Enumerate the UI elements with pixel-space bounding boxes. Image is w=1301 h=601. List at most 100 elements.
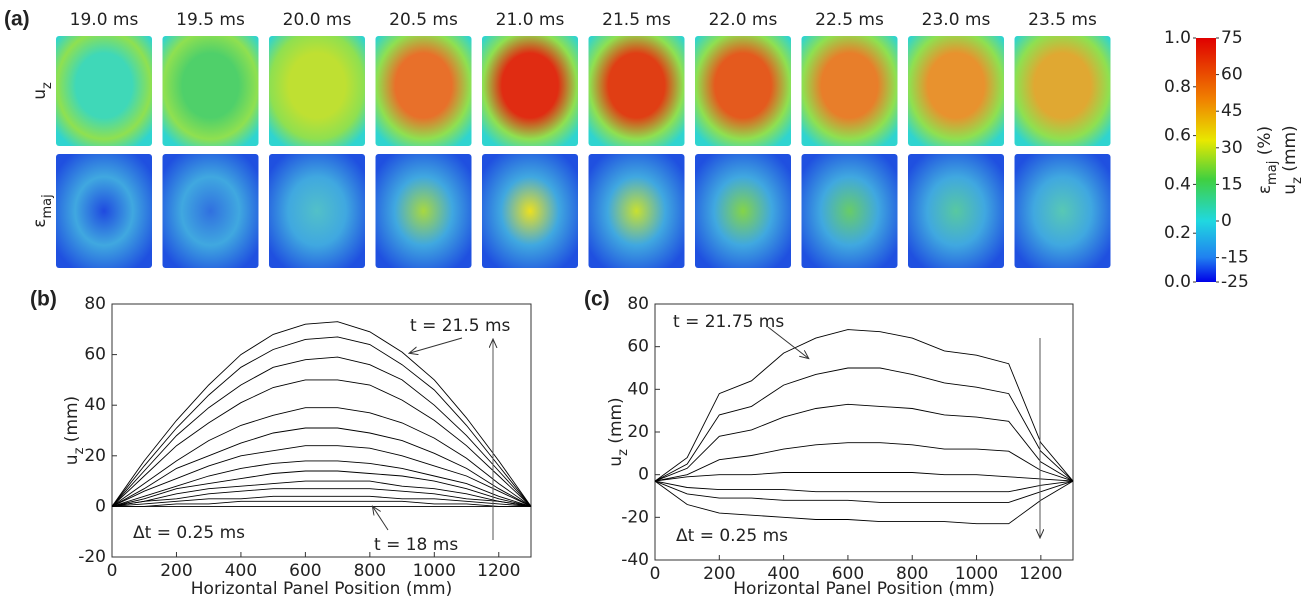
panel-label: (c): [584, 288, 610, 311]
curve: [654, 442, 1074, 482]
frame-image: [482, 154, 578, 268]
y-tick-label: 0: [95, 496, 106, 516]
frame-image: [908, 36, 1004, 146]
y-axis-label-sub: z: [72, 447, 87, 454]
colorbar-right-tick-label: 75: [1221, 28, 1243, 48]
x-tick-label: 1200: [477, 561, 520, 581]
curve: [111, 445, 532, 507]
colorbar-left-tick-label: 1.0: [1164, 28, 1191, 48]
colorbar-left-tick-label: 0.8: [1164, 77, 1191, 97]
colorbar-label-rest: (%): [1255, 126, 1275, 161]
row-label: uz: [30, 82, 55, 100]
y-tick-label: 60: [627, 337, 649, 357]
y-tick-label: 0: [638, 465, 649, 485]
colorbar-right-tick-label: -15: [1221, 248, 1249, 268]
frame-image: [375, 36, 472, 146]
curve: [111, 336, 532, 507]
curve: [111, 356, 532, 507]
colorbar-left-tick-label: 0.0: [1164, 272, 1191, 292]
y-tick-label: 40: [627, 379, 649, 399]
panel-label: (a): [4, 8, 30, 31]
y-axis-label: uz (mm): [62, 396, 87, 465]
frame-image: [269, 154, 365, 268]
frame-title: 22.5 ms: [815, 10, 884, 30]
frame-image: [908, 154, 1004, 268]
colorbar-left-tick-label: 0.6: [1164, 126, 1191, 146]
x-tick-label: 0: [107, 561, 118, 581]
curve: [654, 403, 1074, 482]
annotation: Δt = 0.25 ms: [133, 523, 245, 543]
curve: [654, 472, 1074, 482]
frame-title: 23.5 ms: [1028, 10, 1097, 30]
plot-frame: [111, 303, 532, 558]
x-tick-label: 600: [289, 561, 321, 581]
frame-image: [1014, 36, 1111, 146]
frame-image: [695, 36, 791, 146]
frame-image: [162, 36, 259, 146]
colorbar-left-tick-label: 0.4: [1164, 174, 1191, 194]
y-tick-label: 40: [84, 395, 106, 415]
annotation-arrow: [373, 507, 389, 531]
x-axis-label: Horizontal Panel Position (mm): [733, 579, 994, 599]
colorbar-right-tick-label: 45: [1221, 101, 1243, 121]
y-axis-label-rest: (mm): [62, 396, 82, 448]
y-tick-label: -20: [78, 547, 106, 567]
curve: [654, 480, 1074, 493]
curve: [111, 427, 532, 507]
colorbar-label: εmaj (%): [1255, 126, 1280, 194]
curve: [111, 407, 532, 507]
x-tick-label: 400: [225, 561, 257, 581]
curve: [111, 470, 532, 507]
annotation: t = 21.5 ms: [410, 316, 511, 336]
y-tick-label: 80: [627, 294, 649, 314]
x-tick-label: 200: [703, 564, 735, 584]
x-axis-label: Horizontal Panel Position (mm): [191, 579, 452, 599]
colorbar-label-sub: z: [1290, 177, 1301, 184]
frame-image: [1014, 154, 1111, 268]
curve: [111, 495, 532, 507]
curve: [111, 480, 532, 507]
y-axis-label-sub: z: [616, 449, 631, 456]
frame-image: [588, 154, 685, 268]
x-tick-label: 600: [832, 564, 864, 584]
y-tick-label: 20: [627, 422, 649, 442]
frame-title: 22.0 ms: [709, 10, 778, 30]
frame-image: [695, 154, 791, 268]
colorbar-right-tick-label: 60: [1221, 65, 1243, 85]
colorbar-label-main: u: [1280, 184, 1300, 195]
frame-title: 20.0 ms: [283, 10, 352, 30]
annotation-arrow: [767, 326, 808, 358]
frame-image: [269, 36, 365, 146]
frame-image: [588, 36, 685, 146]
y-tick-label: 60: [84, 345, 106, 365]
frame-image: [56, 36, 152, 146]
curve: [112, 500, 531, 507]
x-tick-label: 800: [354, 561, 386, 581]
y-tick-label: 20: [84, 446, 106, 466]
colorbar-right-tick-label: 0: [1221, 211, 1232, 231]
y-tick-label: -40: [621, 550, 649, 570]
x-tick-label: 400: [767, 564, 799, 584]
colorbar-label-sub: maj: [1265, 161, 1280, 185]
curve: [111, 321, 532, 507]
row-label-sub: z: [40, 82, 55, 89]
x-tick-label: 1000: [413, 561, 456, 581]
x-tick-label: 200: [160, 561, 192, 581]
y-tick-label: 80: [84, 294, 106, 314]
x-tick-label: 1000: [955, 564, 998, 584]
frame-image: [375, 154, 472, 268]
frame-title: 21.0 ms: [496, 10, 565, 30]
curve: [654, 480, 1074, 525]
frame-image: [801, 154, 898, 268]
y-axis-label-rest: (mm): [606, 397, 626, 449]
curve: [111, 488, 532, 507]
curve: [111, 379, 532, 507]
colorbar-right-tick-label: -25: [1221, 272, 1249, 292]
colorbar-label: uz (mm): [1280, 125, 1301, 194]
row-label-main: u: [30, 89, 50, 100]
y-axis-label-main: u: [606, 456, 626, 467]
annotation: Δt = 0.25 ms: [676, 526, 788, 546]
plot-frame: [654, 303, 1074, 561]
panel-label: (b): [30, 288, 57, 311]
